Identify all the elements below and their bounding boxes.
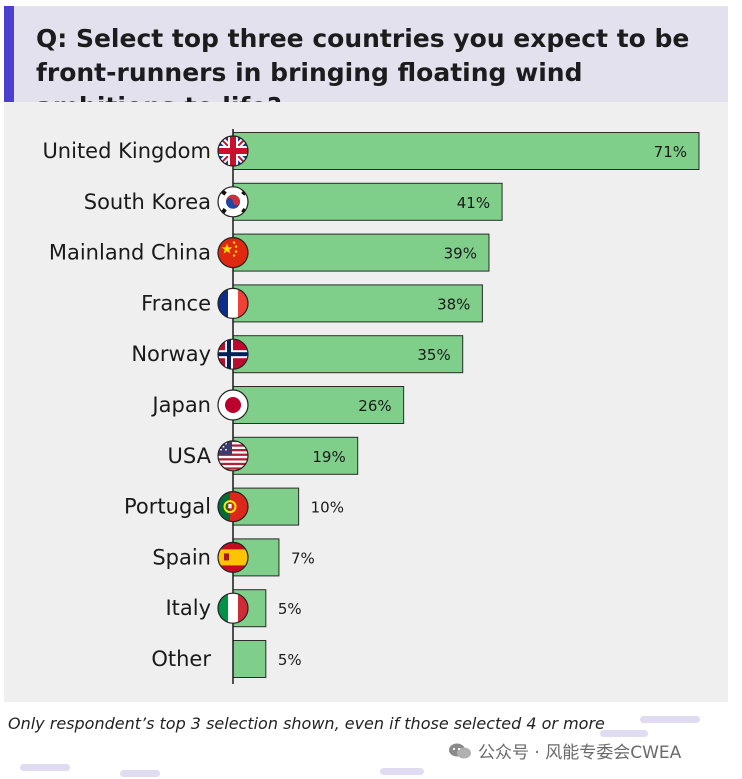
category-label: USA — [168, 444, 212, 468]
category-label: Other — [151, 647, 211, 671]
value-label: 71% — [654, 143, 687, 161]
china-flag-icon — [217, 237, 249, 269]
value-label: 7% — [291, 549, 315, 567]
value-label: 10% — [311, 499, 344, 517]
norway-flag-icon — [217, 338, 249, 370]
bar-france — [232, 284, 483, 323]
japan-flag-icon — [217, 389, 249, 421]
usa-flag-icon — [217, 440, 249, 472]
value-label: 26% — [358, 397, 391, 415]
category-label: Mainland China — [49, 241, 211, 265]
value-label: 41% — [457, 194, 490, 212]
bar-norway — [232, 335, 464, 374]
decorative-dash — [120, 770, 160, 777]
value-label: 19% — [312, 448, 345, 466]
bar-mainland-china — [232, 233, 490, 272]
value-label: 39% — [444, 245, 477, 263]
uk-flag-icon — [217, 135, 249, 167]
value-label: 5% — [278, 651, 302, 669]
decorative-dash — [640, 716, 700, 723]
value-label: 35% — [417, 346, 450, 364]
chat-bubble-icon — [449, 743, 471, 758]
watermark-text: 公众号 · 风能专委会CWEA — [478, 743, 682, 763]
category-label: United Kingdom — [42, 139, 211, 163]
watermark: 公众号 · 风能专委会CWEA — [448, 738, 681, 763]
value-label: 38% — [437, 295, 470, 313]
category-label: Spain — [152, 545, 211, 569]
category-label: France — [141, 291, 211, 315]
bar-japan — [232, 386, 405, 424]
decorative-dash — [600, 730, 648, 737]
decorative-dash — [380, 768, 424, 775]
portugal-flag-icon — [217, 491, 249, 523]
bar-usa — [232, 436, 359, 475]
bar-united-kingdom — [232, 132, 700, 170]
chart-title: Q: Select top three countries you expect… — [36, 24, 690, 121]
category-label: South Korea — [84, 190, 211, 214]
decorative-dash — [20, 764, 70, 771]
bar-south-korea — [232, 182, 503, 221]
france-flag-icon — [217, 287, 249, 319]
bar-other — [232, 640, 267, 678]
category-label: Italy — [165, 596, 211, 620]
italy-flag-icon — [217, 592, 249, 624]
bar-chart: United Kingdom 71% South Korea 41% Mainland … — [42, 129, 700, 684]
category-label: Portugal — [124, 495, 211, 519]
spain-flag-icon — [217, 541, 249, 573]
category-label: Norway — [131, 342, 211, 366]
footnote: Only respondent’s top 3 selection shown,… — [8, 714, 605, 733]
title-band: Q: Select top three countries you expect… — [4, 6, 728, 121]
south-korea-flag-icon — [217, 186, 249, 218]
plot-panel: United Kingdom 71% South Korea 41% Mainland … — [4, 102, 728, 702]
value-label: 5% — [278, 600, 302, 618]
category-label: Japan — [150, 393, 211, 417]
